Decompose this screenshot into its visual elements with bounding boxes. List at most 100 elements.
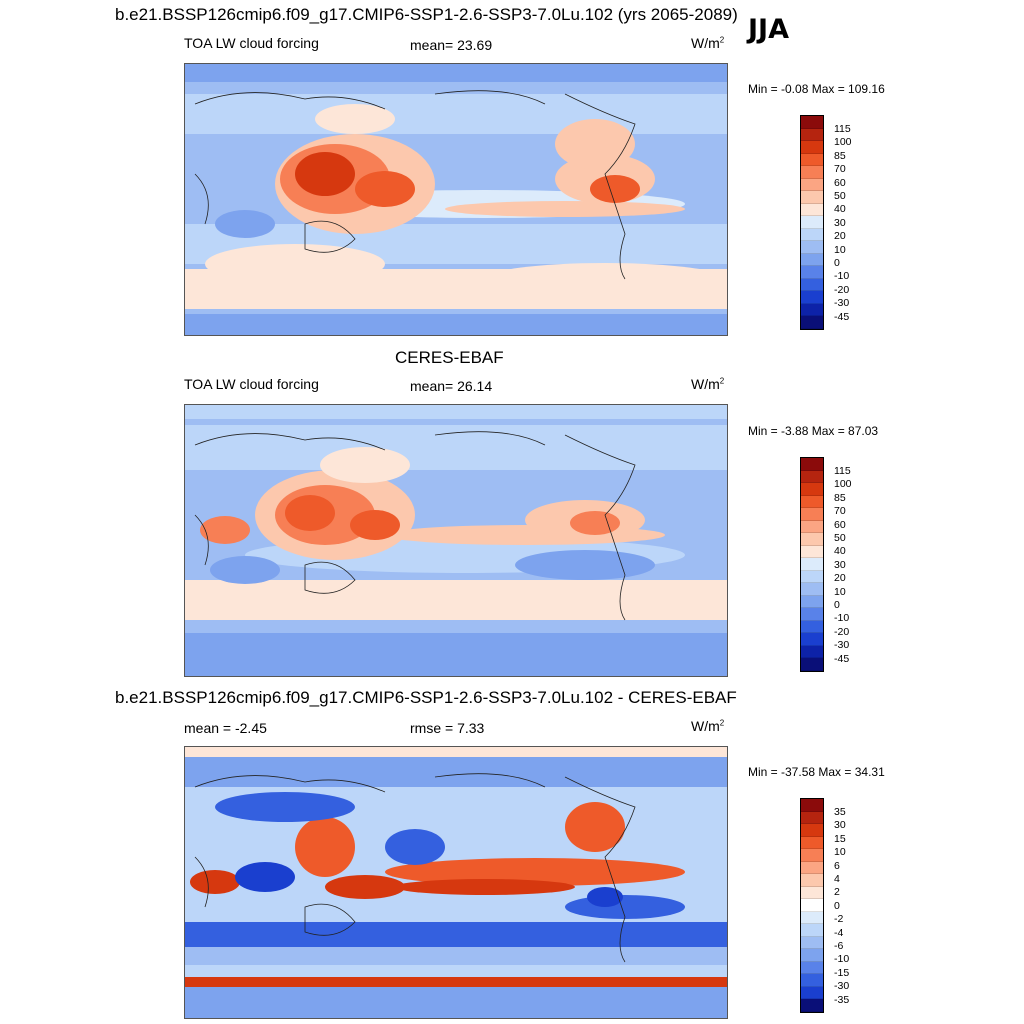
colorbar-tick-label: 15 bbox=[834, 832, 846, 845]
panel2-minmax: Min = -3.88 Max = 87.03 bbox=[748, 424, 879, 438]
colorbar-tick-label: 2 bbox=[834, 886, 840, 899]
colorbar-tick-label: 85 bbox=[834, 491, 846, 504]
colorbar-swatch bbox=[801, 545, 823, 558]
colorbar-swatch bbox=[801, 520, 823, 533]
colorbar-tick-label: 20 bbox=[834, 572, 846, 585]
panel3-colorbar bbox=[800, 798, 824, 1013]
colorbar-swatch bbox=[801, 886, 823, 899]
colorbar-swatch bbox=[801, 216, 823, 229]
colorbar-tick-label: 115 bbox=[834, 465, 851, 477]
panel1-colorbar bbox=[800, 115, 824, 330]
colorbar-swatch bbox=[801, 570, 823, 583]
season-label: JJA bbox=[748, 14, 789, 45]
colorbar-swatch bbox=[801, 116, 823, 129]
colorbar-tick-label: -45 bbox=[834, 310, 850, 323]
colorbar-tick-label: -6 bbox=[834, 940, 844, 952]
colorbar-tick-label: 10 bbox=[834, 243, 846, 256]
colorbar-swatch bbox=[801, 986, 823, 999]
colorbar-swatch bbox=[801, 458, 823, 471]
colorbar-tick-label: 0 bbox=[834, 599, 840, 611]
colorbar-swatch bbox=[801, 508, 823, 521]
colorbar-swatch bbox=[801, 836, 823, 849]
colorbar-swatch bbox=[801, 153, 823, 166]
colorbar-tick-label: 40 bbox=[834, 203, 846, 216]
colorbar-swatch bbox=[801, 128, 823, 141]
colorbar-swatch bbox=[801, 141, 823, 154]
colorbar-swatch bbox=[801, 633, 823, 646]
colorbar-swatch bbox=[801, 874, 823, 887]
colorbar-tick-label: 100 bbox=[834, 136, 852, 149]
colorbar-tick-label: -4 bbox=[834, 926, 844, 939]
panel3-units: W/m2 bbox=[691, 718, 725, 734]
panel1-title: b.e21.BSSP126cmip6.f09_g17.CMIP6-SSP1-2.… bbox=[115, 5, 738, 24]
colorbar-swatch bbox=[801, 266, 823, 279]
colorbar-tick-label: -10 bbox=[834, 612, 850, 625]
panel2-title: CERES-EBAF bbox=[395, 348, 504, 367]
colorbar-swatch bbox=[801, 999, 823, 1012]
colorbar-tick-label: -15 bbox=[834, 966, 850, 979]
panel1-units: W/m2 bbox=[691, 35, 725, 51]
colorbar-swatch bbox=[801, 316, 823, 329]
colorbar-tick-label: 115 bbox=[834, 123, 851, 135]
colorbar-tick-label: -45 bbox=[834, 652, 850, 665]
colorbar-tick-label: 30 bbox=[834, 558, 846, 571]
colorbar-swatch bbox=[801, 495, 823, 508]
colorbar-swatch bbox=[801, 303, 823, 316]
colorbar-tick-label: 10 bbox=[834, 846, 846, 859]
colorbar-tick-label: 0 bbox=[834, 257, 840, 269]
colorbar-tick-label: -30 bbox=[834, 639, 850, 652]
colorbar-tick-label: 20 bbox=[834, 230, 846, 243]
colorbar-swatch bbox=[801, 645, 823, 658]
colorbar-swatch bbox=[801, 583, 823, 596]
panel3-map bbox=[184, 746, 728, 1019]
colorbar-tick-label: 70 bbox=[834, 163, 846, 176]
panel3-mean: mean = -2.45 bbox=[184, 720, 267, 736]
colorbar-swatch bbox=[801, 974, 823, 987]
colorbar-tick-label: -35 bbox=[834, 993, 850, 1006]
panel2-colorbar bbox=[800, 457, 824, 672]
colorbar-tick-label: 35 bbox=[834, 806, 846, 818]
colorbar-swatch bbox=[801, 861, 823, 874]
colorbar-swatch bbox=[801, 291, 823, 304]
colorbar-tick-label: -10 bbox=[834, 953, 850, 966]
colorbar-swatch bbox=[801, 228, 823, 241]
colorbar-tick-label: 50 bbox=[834, 190, 846, 202]
colorbar-tick-label: 60 bbox=[834, 518, 846, 531]
panel3-minmax: Min = -37.58 Max = 34.31 bbox=[748, 765, 885, 779]
panel2-mean: mean= 26.14 bbox=[410, 378, 493, 394]
colorbar-swatch bbox=[801, 558, 823, 571]
panel3-rmse: rmse = 7.33 bbox=[410, 720, 485, 736]
colorbar-tick-label: 40 bbox=[834, 545, 846, 558]
colorbar-swatch bbox=[801, 533, 823, 546]
colorbar-swatch bbox=[801, 203, 823, 216]
colorbar-swatch bbox=[801, 608, 823, 621]
colorbar-tick-label: 70 bbox=[834, 505, 846, 518]
colorbar-swatch bbox=[801, 191, 823, 204]
colorbar-tick-label: 4 bbox=[834, 873, 840, 885]
colorbar-tick-label: -20 bbox=[834, 625, 850, 638]
panel1-map bbox=[184, 63, 728, 336]
colorbar-swatch bbox=[801, 620, 823, 633]
panel1-minmax: Min = -0.08 Max = 109.16 bbox=[748, 82, 885, 96]
colorbar-tick-label: -2 bbox=[834, 913, 844, 926]
colorbar-tick-label: 60 bbox=[834, 176, 846, 189]
colorbar-swatch bbox=[801, 899, 823, 912]
panel1-mean: mean= 23.69 bbox=[410, 37, 493, 53]
colorbar-swatch bbox=[801, 470, 823, 483]
colorbar-swatch bbox=[801, 241, 823, 254]
colorbar-swatch bbox=[801, 166, 823, 179]
colorbar-swatch bbox=[801, 924, 823, 937]
colorbar-swatch bbox=[801, 278, 823, 291]
colorbar-tick-label: 85 bbox=[834, 149, 846, 162]
panel2-variable: TOA LW cloud forcing bbox=[184, 376, 319, 392]
colorbar-swatch bbox=[801, 911, 823, 924]
colorbar-swatch bbox=[801, 178, 823, 191]
colorbar-swatch bbox=[801, 936, 823, 949]
colorbar-swatch bbox=[801, 949, 823, 962]
colorbar-swatch bbox=[801, 658, 823, 671]
colorbar-swatch bbox=[801, 595, 823, 608]
colorbar-tick-label: -20 bbox=[834, 283, 850, 296]
colorbar-swatch bbox=[801, 824, 823, 837]
colorbar-tick-label: 10 bbox=[834, 585, 846, 598]
colorbar-swatch bbox=[801, 483, 823, 496]
